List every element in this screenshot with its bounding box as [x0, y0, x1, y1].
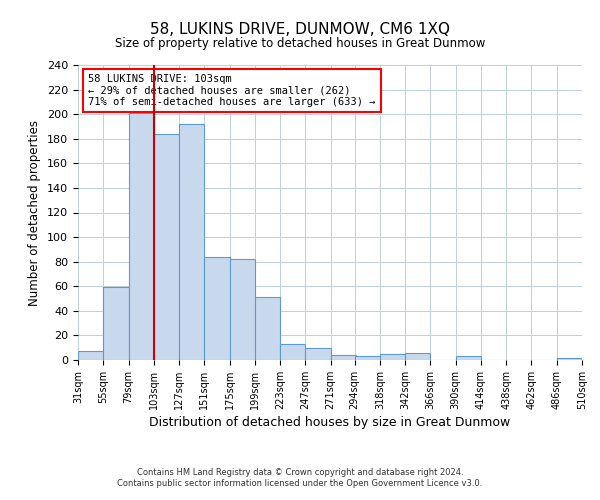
- Text: Contains HM Land Registry data © Crown copyright and database right 2024.
Contai: Contains HM Land Registry data © Crown c…: [118, 468, 482, 487]
- Bar: [78, 352, 103, 360]
- Bar: [230, 259, 255, 360]
- Bar: [179, 124, 204, 360]
- Bar: [405, 352, 430, 360]
- Bar: [456, 356, 481, 360]
- Bar: [128, 113, 154, 360]
- Bar: [154, 134, 179, 360]
- Bar: [355, 356, 380, 360]
- X-axis label: Distribution of detached houses by size in Great Dunmow: Distribution of detached houses by size …: [149, 416, 511, 429]
- Text: 58 LUKINS DRIVE: 103sqm
← 29% of detached houses are smaller (262)
71% of semi-d: 58 LUKINS DRIVE: 103sqm ← 29% of detache…: [88, 74, 376, 107]
- Bar: [331, 355, 356, 360]
- Bar: [103, 288, 128, 360]
- Bar: [280, 344, 305, 360]
- Bar: [255, 298, 280, 360]
- Bar: [557, 358, 582, 360]
- Text: 58, LUKINS DRIVE, DUNMOW, CM6 1XQ: 58, LUKINS DRIVE, DUNMOW, CM6 1XQ: [150, 22, 450, 38]
- Bar: [380, 354, 405, 360]
- Y-axis label: Number of detached properties: Number of detached properties: [28, 120, 41, 306]
- Text: Size of property relative to detached houses in Great Dunmow: Size of property relative to detached ho…: [115, 38, 485, 51]
- Bar: [305, 348, 331, 360]
- Bar: [204, 257, 230, 360]
